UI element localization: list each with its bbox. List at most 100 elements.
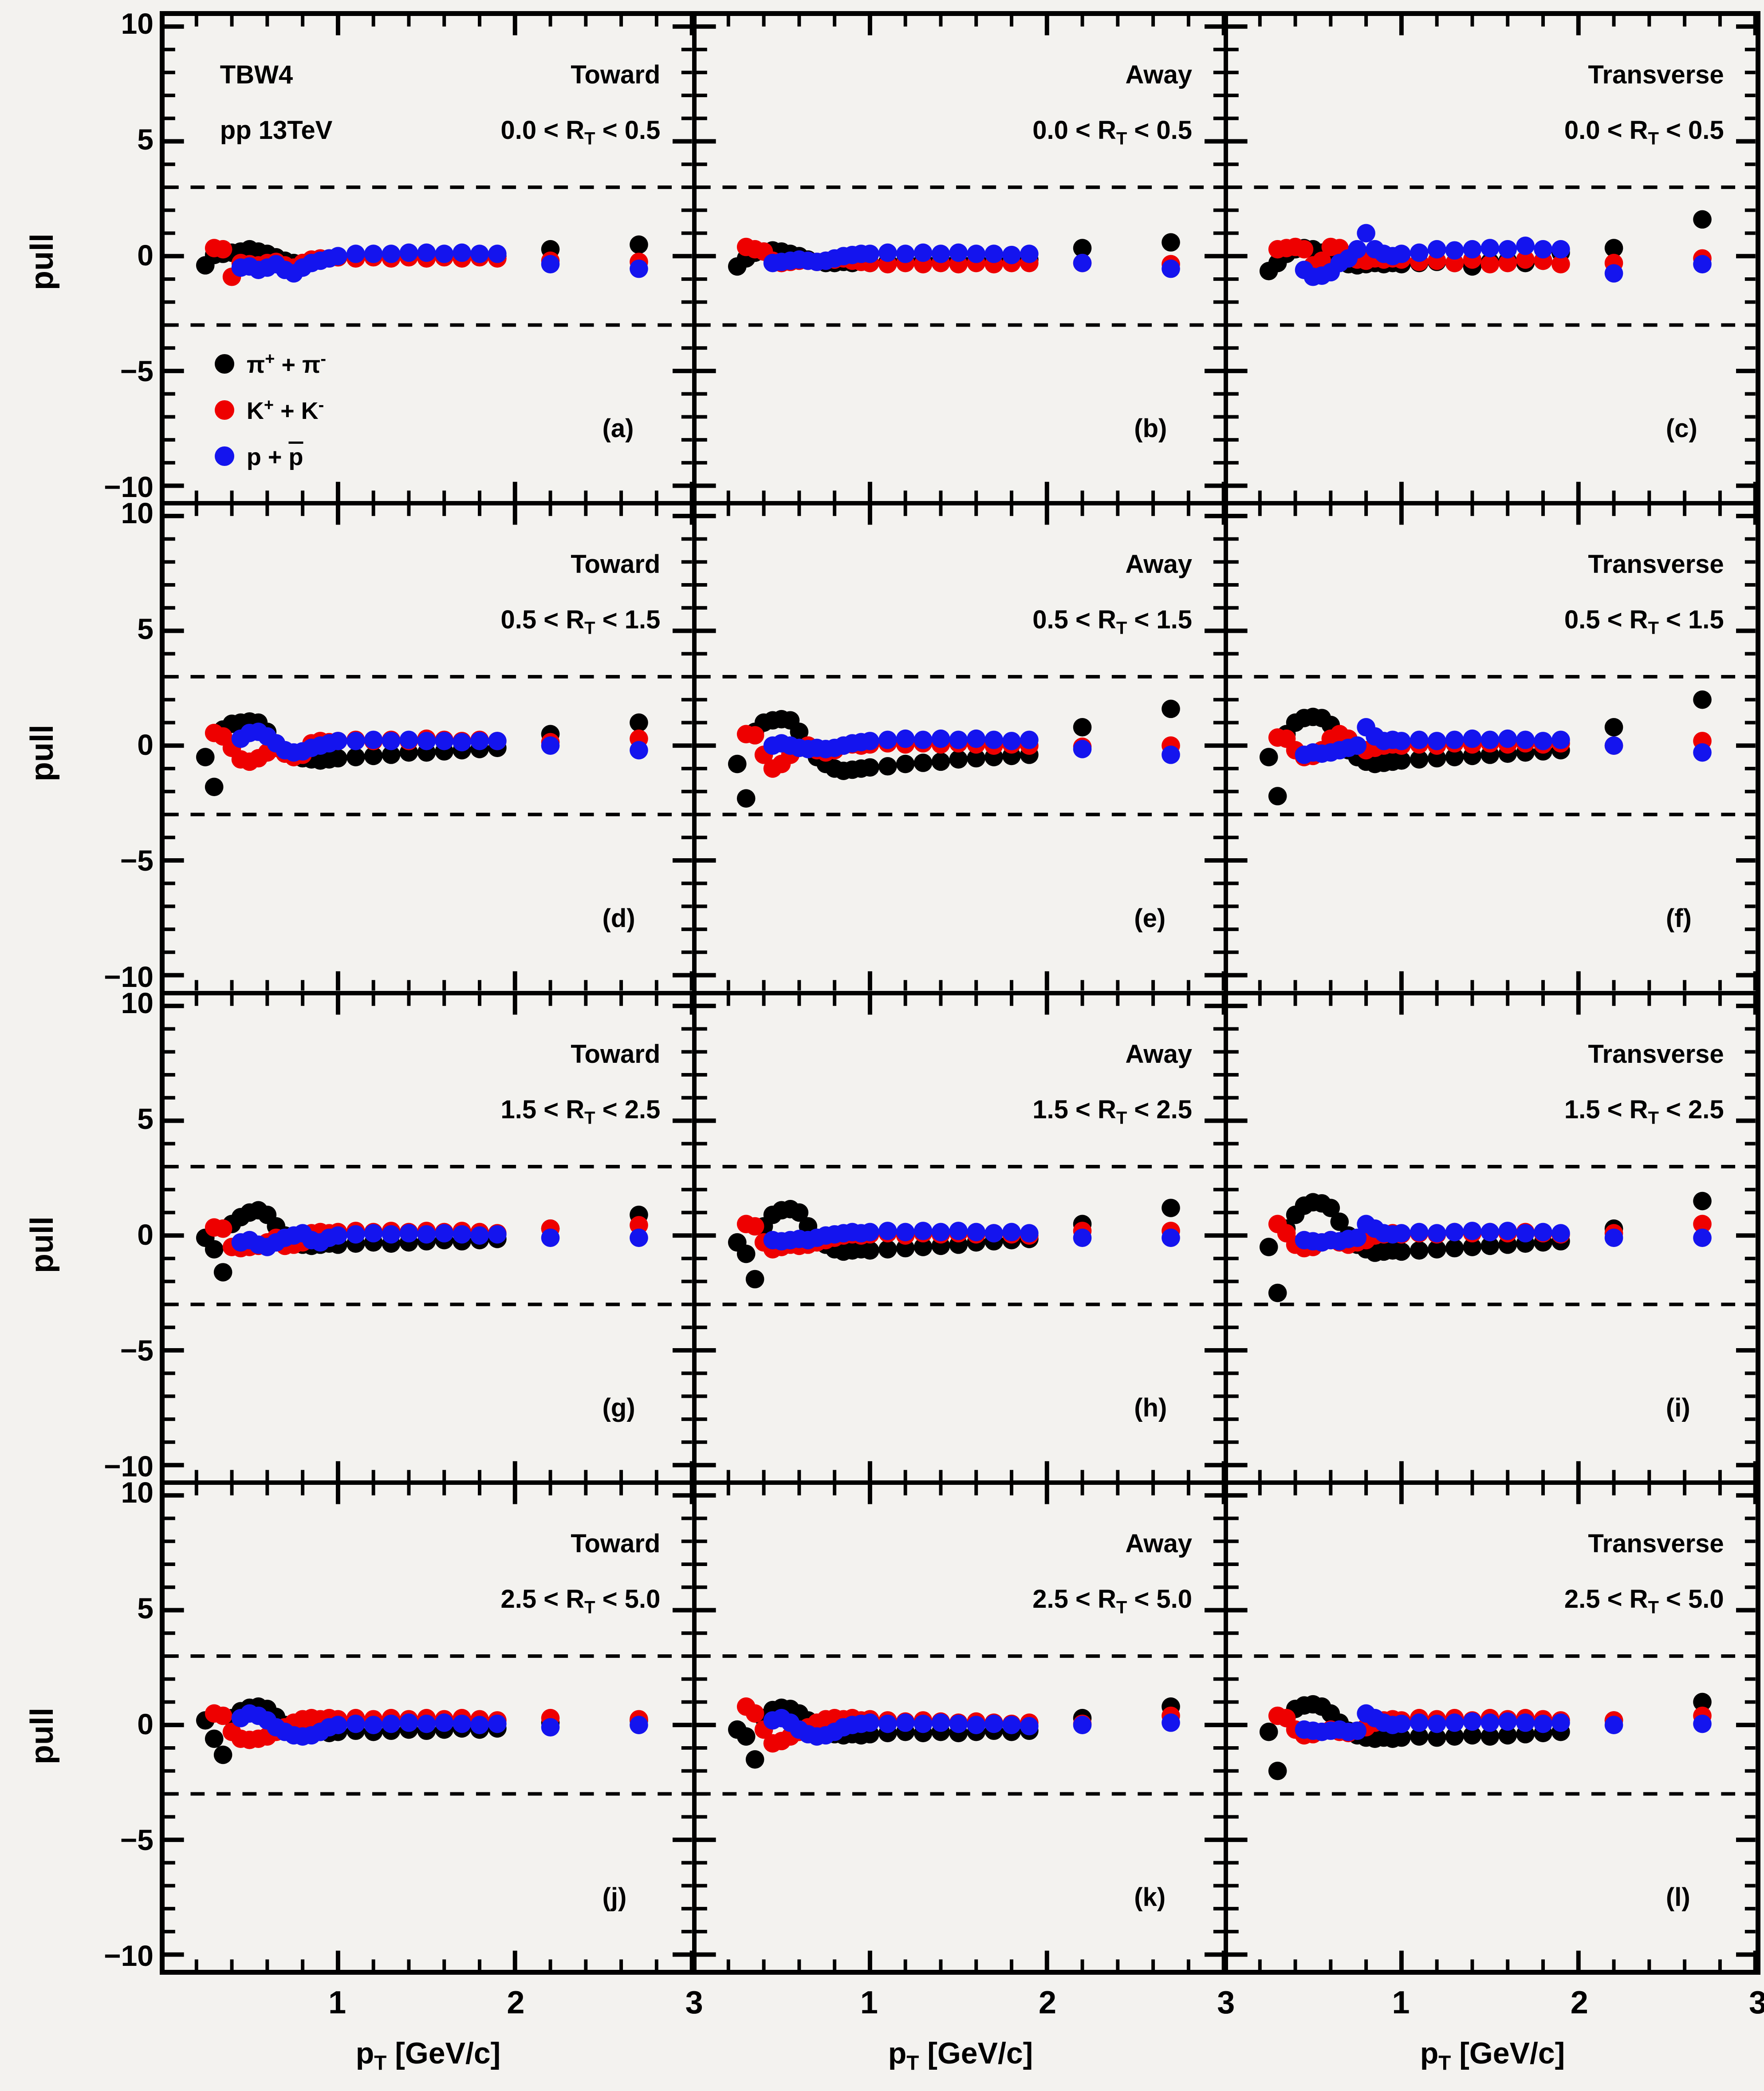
protons-data-point	[1428, 1714, 1446, 1733]
protons-data-point	[1516, 1223, 1535, 1243]
kaons-data-point	[745, 1217, 764, 1235]
protons-data-point	[630, 1716, 648, 1734]
protons-data-point	[1073, 253, 1092, 272]
protons-data-point	[470, 732, 489, 750]
kaons-data-point	[1445, 253, 1464, 272]
protons-data-point	[967, 245, 985, 263]
protons-data-point	[1392, 1223, 1411, 1243]
protons-data-point	[435, 1223, 454, 1243]
rt-range-label: 2.5 < RT < 5.0	[1032, 1584, 1193, 1618]
protons-data-point	[1534, 1223, 1553, 1241]
protons-data-point	[1428, 240, 1446, 259]
protons-data-point	[1551, 1223, 1571, 1243]
panel-header: Transverse 0.0 < RT < 0.5	[1564, 47, 1724, 167]
protons-data-point	[382, 1225, 401, 1243]
y-tick-label: 0	[137, 728, 154, 761]
protons-data-point	[1498, 1221, 1517, 1240]
y-tick-label: 5	[137, 1102, 154, 1135]
protons-data-point	[1348, 1228, 1367, 1247]
region-label: Toward	[571, 60, 661, 89]
pions-data-point	[736, 789, 756, 808]
protons-data-point	[1693, 1228, 1712, 1247]
kaons-data-point	[1480, 255, 1500, 274]
y-tick-label: −5	[120, 1334, 154, 1367]
protons-data-point	[914, 1714, 933, 1733]
protons-data-point	[329, 1226, 347, 1245]
legend-item-protons: p + p	[214, 433, 326, 479]
y-axis-title: pull	[24, 1708, 60, 1764]
region-label: Away	[1125, 1529, 1193, 1558]
protons-data-point	[949, 1714, 968, 1733]
plot-canvas	[696, 995, 1224, 1480]
kaons-data-point	[630, 1215, 648, 1235]
protons-data-point	[1073, 740, 1092, 758]
rt-range-label: 1.5 < RT < 2.5	[1564, 1095, 1724, 1128]
panel-header: Toward 0.5 < RT < 1.5	[501, 537, 661, 656]
protons-data-point	[417, 243, 436, 262]
panel-b: Away 0.0 < RT < 0.5 (b)	[694, 14, 1226, 504]
protons-data-point	[541, 255, 560, 274]
protons-data-point	[878, 730, 897, 750]
kaon-marker-icon	[214, 400, 234, 420]
pions-data-point	[213, 1262, 232, 1282]
legend-item-kaons: K+ + K-	[214, 387, 326, 433]
plot-canvas	[696, 1484, 1224, 1970]
pions-data-point	[1268, 1761, 1287, 1780]
protons-data-point	[1348, 1721, 1367, 1740]
protons-data-point	[860, 245, 879, 263]
protons-data-point	[453, 243, 471, 262]
legend-item-pions: π+ + π-	[214, 341, 326, 387]
plot-canvas	[1228, 1484, 1756, 1970]
protons-data-point	[1392, 732, 1411, 750]
plot-canvas	[696, 505, 1224, 991]
pions-data-point	[728, 755, 747, 773]
protons-data-point	[1410, 730, 1429, 750]
protons-data-point	[1410, 1223, 1429, 1241]
plot-canvas	[696, 16, 1224, 501]
protons-data-point	[967, 730, 985, 748]
region-label: Away	[1125, 60, 1193, 89]
panel-header: Away 0.0 < RT < 0.5	[1032, 47, 1192, 167]
pions-data-point	[382, 746, 401, 764]
protons-data-point	[1073, 1716, 1092, 1734]
protons-data-point	[1020, 730, 1039, 750]
pions-data-point	[630, 235, 648, 254]
protons-data-point	[1020, 245, 1039, 263]
x-tick-label: 3	[685, 1985, 703, 2020]
protons-data-point	[630, 1228, 648, 1247]
protons-data-point	[488, 732, 507, 750]
y-tick-label: −10	[104, 1939, 154, 1973]
y-tick-label: −10	[104, 1449, 154, 1483]
protons-data-point	[1463, 240, 1482, 259]
protons-data-point	[364, 1716, 383, 1734]
pions-data-point	[1321, 1198, 1340, 1217]
region-label: Toward	[571, 1529, 661, 1558]
protons-data-point	[1498, 1712, 1517, 1731]
legend-label: p + p	[246, 443, 303, 470]
protons-data-point	[984, 730, 1003, 750]
kaons-data-point	[213, 240, 232, 259]
protons-data-point	[1463, 1712, 1482, 1731]
pions-data-point	[329, 749, 347, 768]
panel-l: Transverse 2.5 < RT < 5.0 (l)	[1226, 1482, 1758, 1972]
panel-header: Toward 2.5 < RT < 5.0	[501, 1516, 661, 1636]
plot-canvas	[165, 16, 692, 501]
protons-data-point	[860, 1713, 879, 1732]
panel-header: Transverse 0.5 < RT < 1.5	[1564, 537, 1724, 656]
kaons-data-point	[1551, 255, 1571, 274]
protons-data-point	[1480, 730, 1500, 750]
panel-f: Transverse 0.5 < RT < 1.5 (f)	[1226, 503, 1758, 993]
pions-data-point	[1161, 699, 1180, 718]
protons-data-point	[1410, 1713, 1429, 1732]
rt-range-label: 0.5 < RT < 1.5	[1564, 605, 1724, 638]
protons-data-point	[1161, 259, 1180, 278]
protons-data-point	[896, 1713, 915, 1732]
kaons-data-point	[1498, 253, 1517, 272]
protons-data-point	[914, 1221, 933, 1240]
protons-data-point	[470, 245, 489, 263]
protons-data-point	[1073, 1228, 1092, 1247]
pions-data-point	[1392, 751, 1411, 770]
x-axis-title: pT [GeV/c]	[355, 2036, 501, 2075]
region-label: Toward	[571, 550, 661, 579]
pions-data-point	[205, 777, 224, 797]
